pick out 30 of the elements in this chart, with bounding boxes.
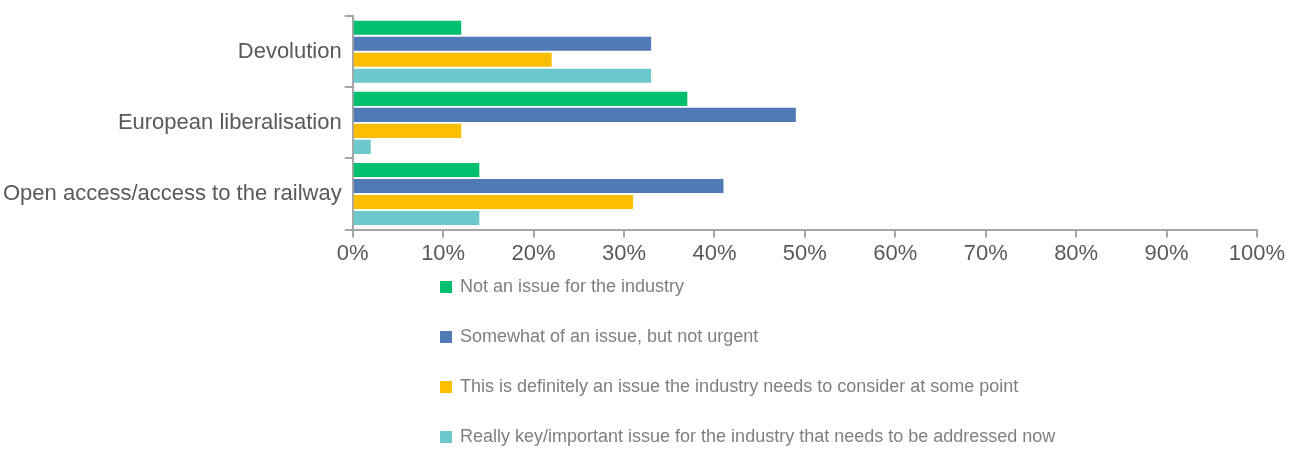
y-tick-label: Devolution [237, 37, 342, 63]
x-tick-label: 70% [963, 239, 1008, 265]
bar [353, 211, 480, 226]
legend-label: Somewhat of an issue, but not urgent [460, 326, 759, 347]
bar [353, 20, 462, 35]
bar [353, 91, 688, 106]
x-tick-label: 90% [1144, 239, 1189, 265]
bar [353, 68, 652, 83]
y-tick-label: Open access/access to the railway [2, 180, 342, 206]
bar [353, 107, 796, 122]
x-tick-label: 20% [511, 239, 556, 265]
x-tick-label: 30% [601, 239, 647, 265]
x-tick-label: 10% [421, 239, 466, 265]
x-tick-label: 50% [782, 239, 827, 265]
bar [353, 123, 462, 138]
x-tick-label: 80% [1054, 239, 1099, 265]
legend-label: This is definitely an issue the industry needs to consider at some point [460, 376, 1019, 397]
bar [353, 194, 634, 210]
legend-label: Really key/important issue for the industry that needs to be addressed now [460, 426, 1056, 447]
x-tick-label: 40% [692, 239, 737, 265]
x-tick-label: 0% [336, 239, 369, 265]
bar [353, 162, 480, 178]
bar [353, 139, 371, 154]
x-tick-label: 60% [873, 239, 918, 265]
legend-label: Not an issue for the industry [460, 276, 685, 297]
bar [353, 52, 552, 67]
bar [353, 36, 652, 51]
y-tick-label: European liberalisation [117, 108, 342, 134]
x-tick-label: 100% [1228, 239, 1286, 265]
bar [353, 178, 724, 194]
